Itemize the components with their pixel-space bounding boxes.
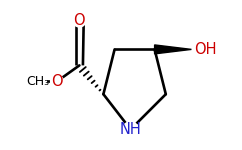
Polygon shape [155,45,191,54]
Text: OH: OH [195,42,217,57]
Circle shape [123,122,138,137]
Text: CH₃: CH₃ [26,75,49,88]
Circle shape [73,14,86,27]
Text: O: O [74,13,85,28]
Text: O: O [51,74,63,89]
Circle shape [51,75,63,88]
Text: NH: NH [120,122,142,137]
Circle shape [29,73,47,90]
